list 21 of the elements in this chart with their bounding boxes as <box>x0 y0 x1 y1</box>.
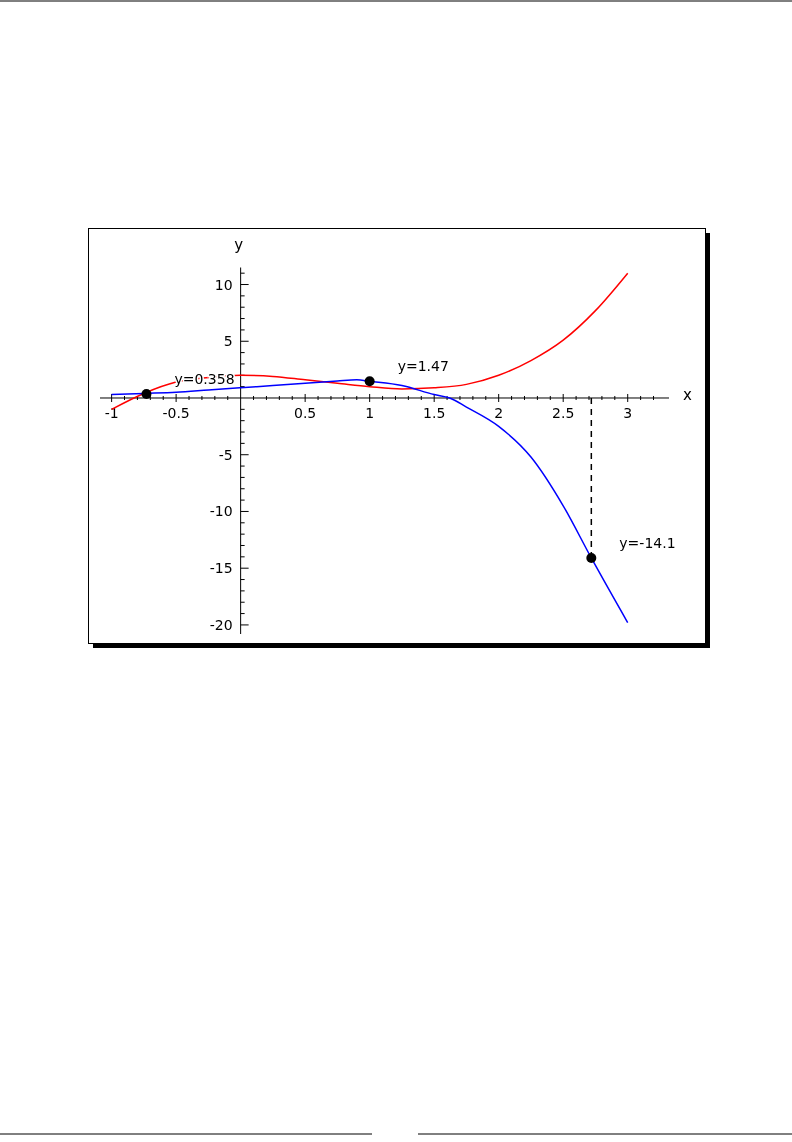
point <box>586 552 597 563</box>
y-tick-label: 5 <box>223 333 233 350</box>
point <box>364 376 375 387</box>
annotation: y=-14.1 <box>619 534 676 551</box>
x-axis-title: x <box>683 385 692 404</box>
x-tick-label: 2.5 <box>552 404 575 421</box>
x-tick-label: 3 <box>623 404 633 421</box>
point <box>141 388 152 399</box>
y-tick-label: -10 <box>209 503 233 520</box>
x-tick-label: 0.5 <box>294 404 317 421</box>
x-tick-label: -1 <box>104 404 119 421</box>
y-tick-label: -15 <box>209 560 233 577</box>
y-axis-title: y <box>234 235 244 254</box>
y-tick-label: -20 <box>209 616 233 633</box>
y-tick-label: 10 <box>214 276 233 293</box>
y-tick-label: -5 <box>218 446 233 463</box>
annotation: y=1.47 <box>397 358 449 375</box>
x-tick-label: -0.5 <box>162 404 190 421</box>
x-tick-label: 2 <box>494 404 504 421</box>
x-tick-label: 1.5 <box>423 404 446 421</box>
x-tick-label: 1 <box>365 404 375 421</box>
